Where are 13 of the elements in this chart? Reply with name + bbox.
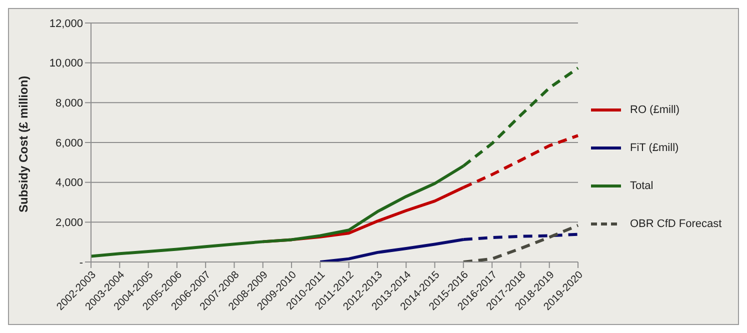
y-tick-label: 12,000 — [49, 18, 83, 30]
y-tick-label: 6,000 — [55, 137, 83, 150]
y-tick-label: 2,000 — [55, 217, 83, 230]
line-series — [462, 224, 580, 262]
y-tick-label: 4,000 — [55, 177, 83, 190]
y-tick-label: 8,000 — [55, 98, 83, 110]
legend-label: RO (£mill) — [630, 104, 680, 116]
legend-label: FiT (£mill) — [630, 142, 679, 154]
legend-label: Total — [630, 180, 654, 192]
legend-label: OBR CfD Forecast — [630, 218, 722, 230]
y-tick-label: 10,000 — [49, 58, 83, 70]
y-tick-label: - — [79, 256, 84, 269]
y-axis-title: Subsidy Cost (£ million) — [16, 76, 30, 212]
